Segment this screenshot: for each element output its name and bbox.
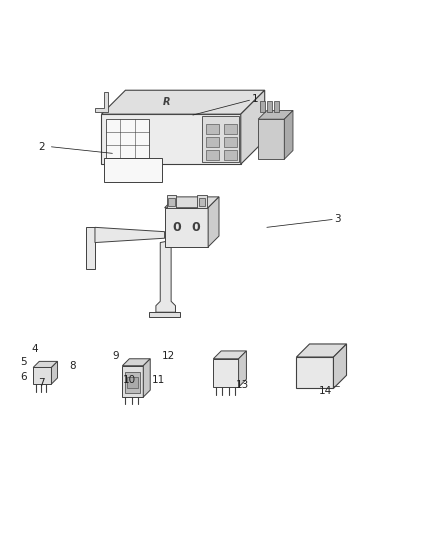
Polygon shape <box>33 361 57 367</box>
Text: 0: 0 <box>173 221 181 234</box>
Text: 12: 12 <box>162 351 175 361</box>
Polygon shape <box>258 110 293 119</box>
Bar <box>106 118 149 158</box>
Polygon shape <box>95 228 165 243</box>
Bar <box>127 377 138 389</box>
Polygon shape <box>122 366 143 397</box>
Bar <box>223 150 237 160</box>
Text: 0: 0 <box>191 221 200 234</box>
Bar <box>104 158 162 182</box>
Text: 10: 10 <box>122 375 135 385</box>
Polygon shape <box>165 197 219 208</box>
Text: 7: 7 <box>39 378 45 387</box>
Polygon shape <box>167 195 177 208</box>
Polygon shape <box>284 110 293 159</box>
Polygon shape <box>213 359 239 387</box>
Polygon shape <box>86 228 95 269</box>
Polygon shape <box>239 351 247 387</box>
Bar <box>206 137 219 147</box>
Polygon shape <box>122 359 150 366</box>
Bar <box>223 124 237 134</box>
Text: 9: 9 <box>113 351 119 361</box>
Polygon shape <box>333 344 346 389</box>
Polygon shape <box>165 208 208 247</box>
Polygon shape <box>51 361 57 384</box>
Polygon shape <box>102 90 265 114</box>
Text: 8: 8 <box>69 361 75 371</box>
Text: 6: 6 <box>20 372 27 382</box>
Bar <box>198 198 205 206</box>
Bar <box>206 150 219 160</box>
Polygon shape <box>297 344 346 357</box>
Polygon shape <box>241 90 265 164</box>
Text: 11: 11 <box>152 375 165 385</box>
Polygon shape <box>149 312 180 318</box>
Bar <box>274 101 279 112</box>
Polygon shape <box>102 114 241 164</box>
Polygon shape <box>258 119 284 159</box>
Text: 1: 1 <box>252 94 258 104</box>
Bar <box>206 124 219 134</box>
Polygon shape <box>95 92 108 112</box>
Polygon shape <box>213 351 247 359</box>
Polygon shape <box>297 357 333 389</box>
Polygon shape <box>143 359 150 397</box>
Bar <box>260 101 265 112</box>
Polygon shape <box>208 197 219 247</box>
Text: 14: 14 <box>319 385 332 395</box>
Text: 13: 13 <box>236 380 249 390</box>
Text: 2: 2 <box>39 142 45 152</box>
Bar <box>267 101 272 112</box>
Text: R: R <box>163 97 170 107</box>
Text: 3: 3 <box>334 214 341 224</box>
Polygon shape <box>197 195 207 208</box>
Bar <box>202 116 239 162</box>
Text: 5: 5 <box>20 357 27 367</box>
Polygon shape <box>33 367 51 384</box>
Bar <box>125 372 140 393</box>
Bar <box>168 198 175 206</box>
Polygon shape <box>156 240 176 312</box>
Text: 4: 4 <box>31 344 38 354</box>
Bar <box>223 137 237 147</box>
